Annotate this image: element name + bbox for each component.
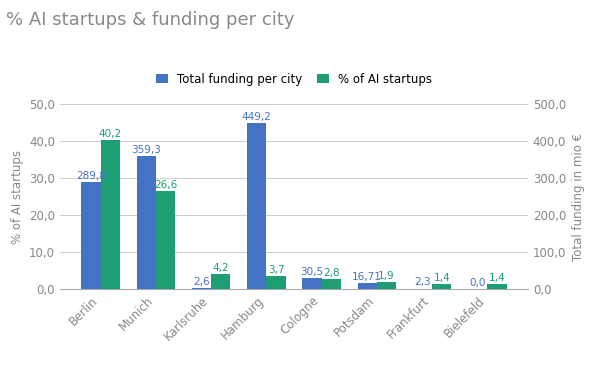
Y-axis label: % of AI startups: % of AI startups [11, 150, 23, 244]
Text: 2,8: 2,8 [323, 268, 340, 278]
Text: 1,4: 1,4 [489, 273, 505, 283]
Text: 2,3: 2,3 [414, 278, 431, 288]
Bar [156, 191, 175, 289]
Bar [487, 284, 507, 289]
Text: 16,71: 16,71 [352, 272, 382, 282]
Text: 1,4: 1,4 [433, 273, 450, 283]
Text: 1,9: 1,9 [378, 271, 395, 281]
Text: 30,5: 30,5 [301, 267, 323, 277]
Bar [266, 276, 286, 289]
Text: 449,2: 449,2 [242, 112, 272, 122]
Bar [101, 140, 120, 289]
Bar [322, 279, 341, 289]
Bar [211, 274, 230, 289]
Bar [247, 123, 266, 289]
Bar [137, 156, 156, 289]
Text: 359,3: 359,3 [131, 145, 161, 155]
Bar [302, 278, 322, 289]
Text: 26,6: 26,6 [154, 180, 177, 190]
Text: 4,2: 4,2 [212, 263, 229, 273]
Text: 2,6: 2,6 [193, 277, 210, 287]
Y-axis label: Total funding in mio €: Total funding in mio € [572, 132, 585, 261]
Text: 40,2: 40,2 [99, 129, 122, 139]
Text: 3,7: 3,7 [268, 265, 284, 275]
Bar [358, 283, 377, 289]
Text: 0,0: 0,0 [470, 278, 486, 288]
Text: % AI startups & funding per city: % AI startups & funding per city [6, 11, 295, 29]
Bar [432, 284, 451, 289]
Bar [377, 282, 396, 289]
Legend: Total funding per city, % of AI startups: Total funding per city, % of AI startups [152, 69, 436, 89]
Text: 289,8: 289,8 [76, 171, 106, 181]
Bar [81, 182, 101, 289]
Bar [192, 288, 211, 289]
